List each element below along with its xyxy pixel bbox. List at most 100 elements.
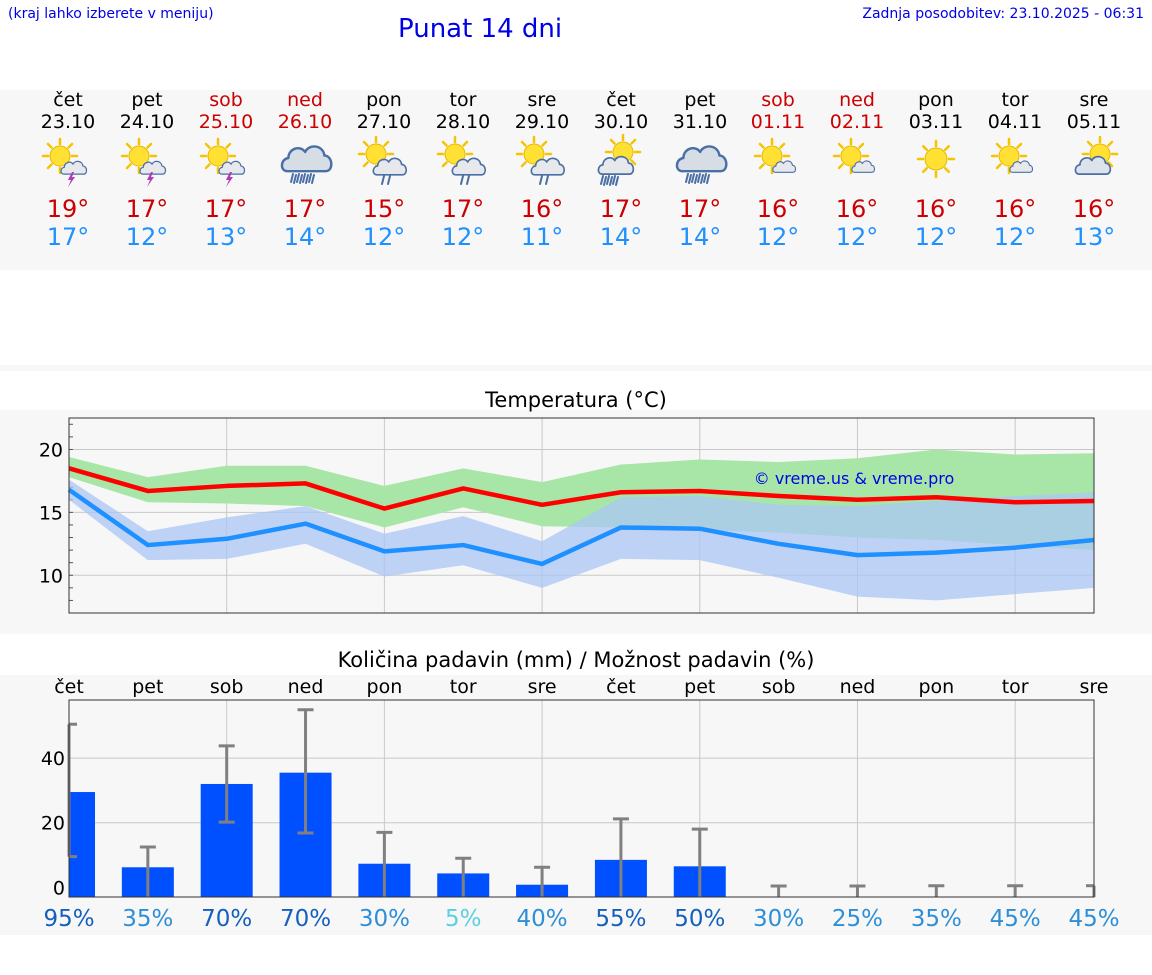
cloud-shape xyxy=(218,160,246,175)
temperature-band xyxy=(0,410,1152,634)
cloud-shape xyxy=(280,145,333,173)
forecast-day: pet 24.10 17° 12° xyxy=(108,89,186,251)
day-date: 27.10 xyxy=(356,111,412,133)
day-name: ned xyxy=(287,89,323,111)
page-title: Punat 14 dni xyxy=(398,14,563,44)
forecast-day: pon 27.10 15° 12° xyxy=(345,89,423,251)
sun-cloud-thunder-icon xyxy=(120,137,167,187)
max-temperature: 15° xyxy=(362,195,406,223)
sun-shape xyxy=(199,137,237,175)
forecast-day: ned 26.10 17° 14° xyxy=(266,89,344,251)
min-temperature: 12° xyxy=(362,223,406,251)
day-name: čet xyxy=(606,89,636,111)
forecast-band xyxy=(0,90,1152,270)
cloud-shape xyxy=(451,157,486,176)
day-date: 24.10 xyxy=(119,111,175,133)
location-hint[interactable]: (kraj lahko izberete v meniju) xyxy=(8,6,214,22)
min-temperature: 12° xyxy=(125,223,169,251)
cloud-shape xyxy=(372,157,407,176)
cloud-shape xyxy=(1074,155,1112,175)
day-name: pet xyxy=(684,89,716,111)
day-date: 28.10 xyxy=(435,111,491,133)
day-name: sob xyxy=(209,89,243,111)
temperature-chart-title: Temperatura (°C) xyxy=(485,388,667,412)
max-temperature: 16° xyxy=(520,195,564,223)
max-temperature: 17° xyxy=(204,195,248,223)
sun-shape xyxy=(41,137,79,175)
day-date: 25.10 xyxy=(198,111,254,133)
sun-small-cloud-icon xyxy=(990,137,1034,175)
cloud-shape xyxy=(60,160,88,175)
day-name: sre xyxy=(527,89,557,111)
forecast-day: pon 03.11 16° 12° xyxy=(897,89,975,251)
rain-drops xyxy=(381,175,391,185)
rain-drops xyxy=(600,175,619,186)
cloud-shape xyxy=(772,160,797,173)
sun-cloud-rain-icon xyxy=(436,135,486,185)
sun-cloud-icon xyxy=(1074,135,1119,175)
day-date: 29.10 xyxy=(514,111,570,133)
min-temperature: 14° xyxy=(283,223,327,251)
cloud-shape xyxy=(139,160,167,175)
day-date: 30.10 xyxy=(593,111,649,133)
min-temperature: 11° xyxy=(520,223,564,251)
forecast-day: tor 04.11 16° 12° xyxy=(976,89,1054,251)
precipitation-band xyxy=(0,675,1152,935)
max-temperature: 17° xyxy=(125,195,169,223)
day-name: sre xyxy=(1079,89,1109,111)
day-name: ned xyxy=(839,89,875,111)
sun-cloud-rain-icon xyxy=(515,135,565,185)
cloud-shape xyxy=(851,160,876,173)
cloud-heavy-rain-icon xyxy=(280,145,333,184)
max-temperature: 16° xyxy=(993,195,1037,223)
forecast-day: sob 25.10 17° 13° xyxy=(187,89,265,251)
forecast-day: čet 30.10 17° 14° xyxy=(582,89,660,251)
day-date: 31.10 xyxy=(672,111,728,133)
forecast-day: tor 28.10 17° 12° xyxy=(424,89,502,251)
max-temperature: 16° xyxy=(914,195,958,223)
day-date: 23.10 xyxy=(40,111,96,133)
sun-shape xyxy=(120,137,158,175)
day-date: 26.10 xyxy=(277,111,333,133)
cloud-heavy-rain-icon xyxy=(675,145,728,184)
last-updated: Zadnja posodobitev: 23.10.2025 - 06:31 xyxy=(862,6,1144,22)
forecast-day: sob 01.11 16° 12° xyxy=(739,89,817,251)
sun-small-cloud-icon xyxy=(753,137,797,175)
sun-shape xyxy=(916,139,956,179)
sun-shape xyxy=(753,137,791,175)
day-date: 03.11 xyxy=(908,111,964,133)
min-temperature: 14° xyxy=(678,223,722,251)
cloud-shape xyxy=(530,157,565,176)
forecast-day: sre 05.11 16° 13° xyxy=(1055,89,1133,251)
forecast-day: ned 02.11 16° 12° xyxy=(818,89,896,251)
max-temperature: 17° xyxy=(441,195,485,223)
max-temperature: 17° xyxy=(678,195,722,223)
sun-shape xyxy=(357,135,395,173)
rain-drops xyxy=(539,175,549,185)
day-name: sob xyxy=(761,89,795,111)
max-temperature: 16° xyxy=(835,195,879,223)
cloud-shape xyxy=(1009,160,1034,173)
rain-drops xyxy=(290,173,315,184)
day-date: 05.11 xyxy=(1066,111,1122,133)
min-temperature: 12° xyxy=(993,223,1037,251)
min-temperature: 14° xyxy=(599,223,643,251)
min-temperature: 17° xyxy=(46,223,90,251)
day-name: tor xyxy=(449,89,477,111)
max-temperature: 19° xyxy=(46,195,90,223)
sun-cloud-rain-icon xyxy=(357,135,407,185)
max-temperature: 17° xyxy=(283,195,327,223)
day-name: pon xyxy=(918,89,954,111)
forecast-day: sre 29.10 16° 11° xyxy=(503,89,581,251)
rain-drops xyxy=(460,175,470,185)
forecast-day: pet 31.10 17° 14° xyxy=(661,89,739,251)
sun-icon xyxy=(916,139,956,179)
cloud-shape xyxy=(597,155,635,175)
day-date: 01.11 xyxy=(750,111,806,133)
lightning-bolt xyxy=(68,172,75,187)
max-temperature: 16° xyxy=(756,195,800,223)
day-date: 04.11 xyxy=(987,111,1043,133)
day-name: tor xyxy=(1001,89,1029,111)
day-name: čet xyxy=(53,89,83,111)
min-temperature: 12° xyxy=(756,223,800,251)
